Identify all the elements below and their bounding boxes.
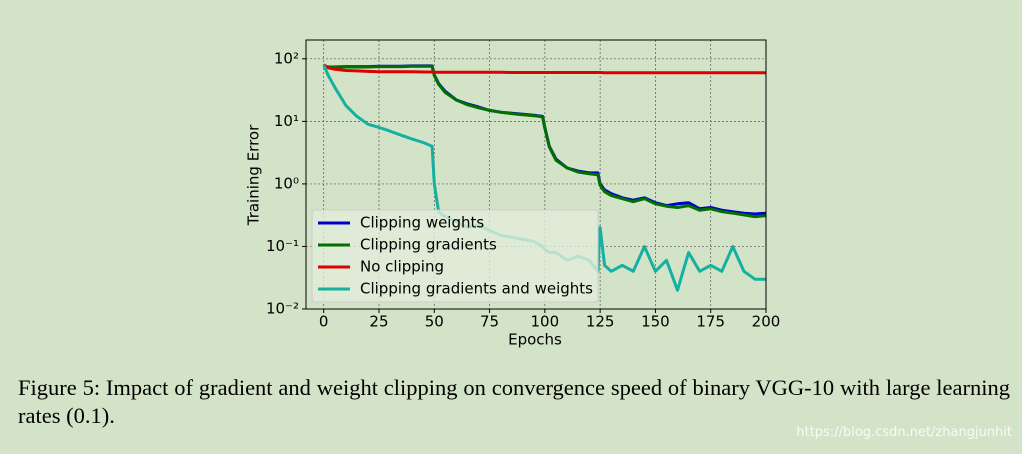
series-line [322,63,767,219]
x-tick-label: 100 [531,313,560,331]
watermark: https://blog.csdn.net/zhangjunhit [796,425,1012,440]
legend-label: Clipping weights [360,214,484,232]
y-tick-label: 10⁻¹ [266,237,299,255]
y-tick-label: 10⁰ [274,174,299,192]
legend-label: Clipping gradients [360,236,497,254]
legend-label: No clipping [360,258,444,276]
y-axis-label: Training Error [245,124,263,226]
legend-label: Clipping gradients and weights [360,280,593,298]
x-tick-label: 175 [696,313,725,331]
x-tick-label: 0 [319,313,329,331]
y-tick-label: 10⁻² [266,300,299,318]
plot-frame [305,39,767,310]
x-tick-label: 50 [425,313,444,331]
x-tick-label: 25 [369,313,388,331]
x-tick-label: 75 [480,313,499,331]
series-line [322,63,766,75]
x-axis-label: Epochs [508,331,562,349]
x-tick-label: 125 [586,313,615,331]
figure-caption: Figure 5: Impact of gradient and weight … [18,375,1010,428]
x-tick-label: 200 [752,313,781,331]
x-tick-label: 150 [641,313,670,331]
y-tick-label: 10¹ [274,112,299,130]
y-tick-label: 10² [274,49,299,67]
chart: Epochs Training Error 0 25 50 75 100 125 150 17… [245,39,781,349]
legend-box [311,209,599,303]
